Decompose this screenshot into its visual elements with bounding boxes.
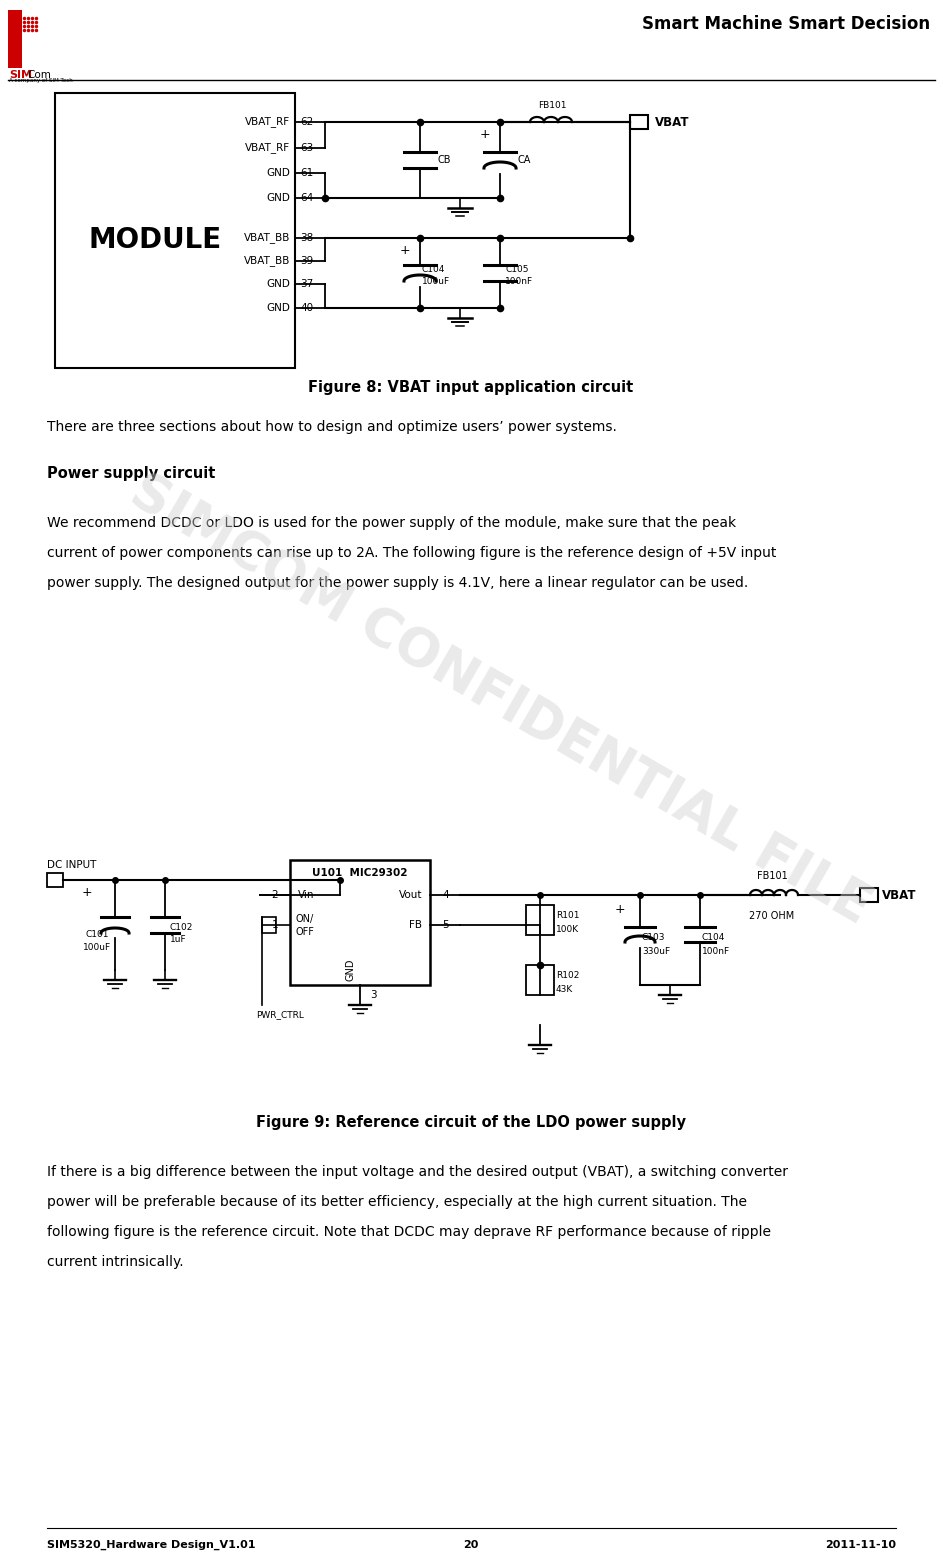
Text: FB101: FB101 [538, 101, 566, 109]
Text: Figure 9: Reference circuit of the LDO power supply: Figure 9: Reference circuit of the LDO p… [256, 1115, 686, 1130]
Text: VBAT_RF: VBAT_RF [245, 142, 290, 153]
Text: DC INPUT: DC INPUT [47, 860, 96, 869]
Text: 62: 62 [300, 117, 313, 126]
Text: GND: GND [266, 279, 290, 289]
Text: 1: 1 [272, 919, 278, 930]
Text: A company of SIM Tech: A company of SIM Tech [9, 78, 73, 83]
Bar [290, 860, 430, 985]
Text: 4: 4 [442, 890, 449, 901]
Text: 40: 40 [300, 303, 313, 314]
Text: 1uF: 1uF [170, 935, 187, 943]
Text: FB: FB [409, 919, 422, 930]
Text: GND: GND [345, 958, 355, 982]
Text: Vin: Vin [298, 890, 315, 901]
Text: following figure is the reference circuit. Note that DCDC may deprave RF perform: following figure is the reference circui… [47, 1225, 771, 1239]
Text: U101  MIC29302: U101 MIC29302 [312, 868, 407, 877]
Text: There are three sections about how to design and optimize users’ power systems.: There are three sections about how to de… [47, 420, 617, 434]
Text: 100K: 100K [556, 924, 579, 933]
Text: 38: 38 [300, 233, 313, 244]
Bar [8, 9, 22, 69]
Text: 64: 64 [300, 194, 313, 203]
Text: 61: 61 [300, 169, 313, 178]
Text: 3: 3 [370, 990, 376, 1001]
Text: +: + [82, 885, 92, 899]
Text: VBAT: VBAT [655, 116, 689, 128]
Bar [526, 905, 554, 935]
Text: MODULE: MODULE [89, 226, 222, 254]
Text: VBAT: VBAT [882, 888, 917, 902]
Text: SIM5320_Hardware Design_V1.01: SIM5320_Hardware Design_V1.01 [47, 1541, 256, 1550]
Text: SIMCOM CONFIDENTIAL FILE: SIMCOM CONFIDENTIAL FILE [121, 467, 879, 933]
Text: Vout: Vout [399, 890, 422, 901]
Text: +: + [480, 128, 490, 140]
Text: PWR_CTRL: PWR_CTRL [256, 1010, 304, 1019]
Text: C104: C104 [702, 932, 725, 941]
Text: SIM: SIM [9, 70, 32, 80]
Text: power supply. The designed output for the power supply is 4.1V, here a linear re: power supply. The designed output for th… [47, 576, 748, 590]
Text: C105: C105 [505, 264, 528, 273]
Bar [526, 965, 554, 994]
Bar [860, 888, 878, 902]
Text: 63: 63 [300, 144, 313, 153]
Text: +: + [400, 244, 410, 256]
Text: GND: GND [266, 194, 290, 203]
Text: 37: 37 [300, 279, 313, 289]
Text: current intrinsically.: current intrinsically. [47, 1255, 184, 1269]
Text: +: + [615, 902, 625, 915]
Text: current of power components can rise up to 2A. The following figure is the refer: current of power components can rise up … [47, 546, 776, 560]
Text: Com: Com [27, 70, 51, 80]
Text: CA: CA [518, 155, 531, 165]
Text: 43K: 43K [556, 985, 573, 993]
Text: OFF: OFF [295, 927, 314, 937]
Text: 100uF: 100uF [422, 276, 450, 286]
Text: CB: CB [438, 155, 452, 165]
Text: C103: C103 [642, 932, 666, 941]
Text: Figure 8: VBAT input application circuit: Figure 8: VBAT input application circuit [308, 379, 634, 395]
Text: 2011-11-10: 2011-11-10 [825, 1541, 896, 1550]
Text: 100nF: 100nF [702, 946, 730, 955]
Bar [630, 116, 648, 130]
Text: We recommend DCDC or LDO is used for the power supply of the module, make sure t: We recommend DCDC or LDO is used for the… [47, 517, 736, 531]
Text: Power supply circuit: Power supply circuit [47, 467, 215, 481]
Text: C104: C104 [422, 264, 445, 273]
Text: R102: R102 [556, 971, 579, 979]
Text: 39: 39 [300, 256, 313, 265]
Bar [262, 916, 276, 933]
Text: 270 OHM: 270 OHM [750, 912, 795, 921]
Text: VBAT_BB: VBAT_BB [243, 256, 290, 267]
Text: Smart Machine Smart Decision: Smart Machine Smart Decision [642, 16, 930, 33]
Text: VBAT_BB: VBAT_BB [243, 233, 290, 244]
Text: 5: 5 [442, 919, 449, 930]
Text: GND: GND [266, 303, 290, 314]
Text: ON/: ON/ [295, 915, 313, 924]
Text: 20: 20 [463, 1541, 479, 1550]
Text: If there is a big difference between the input voltage and the desired output (V: If there is a big difference between the… [47, 1165, 788, 1179]
Text: C102: C102 [170, 923, 193, 932]
Bar [55, 94, 295, 368]
Text: FB101: FB101 [756, 871, 787, 880]
Text: 100nF: 100nF [505, 276, 533, 286]
Text: power will be preferable because of its better efficiency, especially at the hig: power will be preferable because of its … [47, 1196, 747, 1210]
Text: C101: C101 [85, 930, 108, 940]
Text: GND: GND [266, 169, 290, 178]
Text: R101: R101 [556, 910, 580, 919]
Bar [47, 873, 63, 887]
Text: 2: 2 [272, 890, 278, 901]
Text: 100uF: 100uF [83, 943, 111, 952]
Text: VBAT_RF: VBAT_RF [245, 117, 290, 128]
Text: 330uF: 330uF [642, 946, 670, 955]
